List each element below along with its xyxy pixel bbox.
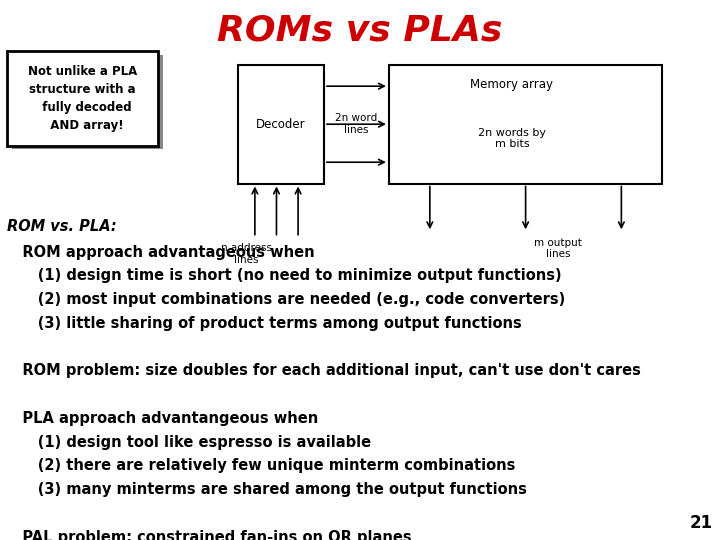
Text: (3) many minterms are shared among the output functions: (3) many minterms are shared among the o… bbox=[7, 482, 527, 497]
Text: ROM problem: size doubles for each additional input, can't use don't cares: ROM problem: size doubles for each addit… bbox=[7, 363, 641, 379]
Text: 21: 21 bbox=[690, 514, 713, 532]
Text: ROM vs. PLA:: ROM vs. PLA: bbox=[7, 219, 117, 234]
Text: (3) little sharing of product terms among output functions: (3) little sharing of product terms amon… bbox=[7, 316, 522, 331]
Text: (2) there are relatively few unique minterm combinations: (2) there are relatively few unique mint… bbox=[7, 458, 516, 474]
Text: n address
lines: n address lines bbox=[221, 243, 271, 265]
Bar bbox=[12, 55, 163, 149]
Text: PAL problem: constrained fan-ins on OR planes: PAL problem: constrained fan-ins on OR p… bbox=[7, 530, 412, 540]
Text: m output
lines: m output lines bbox=[534, 238, 582, 259]
Text: ROMs vs PLAs: ROMs vs PLAs bbox=[217, 14, 503, 48]
Text: (1) design time is short (no need to minimize output functions): (1) design time is short (no need to min… bbox=[7, 268, 562, 284]
Text: 2n word
lines: 2n word lines bbox=[336, 113, 377, 135]
Bar bbox=[389, 65, 662, 184]
Text: (1) design tool like espresso is available: (1) design tool like espresso is availab… bbox=[7, 435, 372, 450]
Text: PLA approach advantangeous when: PLA approach advantangeous when bbox=[7, 411, 318, 426]
Text: ROM approach advantageous when: ROM approach advantageous when bbox=[7, 245, 315, 260]
Text: Decoder: Decoder bbox=[256, 118, 305, 131]
Text: (2) most input combinations are needed (e.g., code converters): (2) most input combinations are needed (… bbox=[7, 292, 565, 307]
Text: 2n words by
m bits: 2n words by m bits bbox=[478, 127, 546, 149]
Bar bbox=[7, 51, 158, 146]
Bar bbox=[238, 65, 324, 184]
Text: Memory array: Memory array bbox=[470, 78, 554, 91]
Text: Not unlike a PLA
structure with a
  fully decoded
  AND array!: Not unlike a PLA structure with a fully … bbox=[28, 65, 138, 132]
